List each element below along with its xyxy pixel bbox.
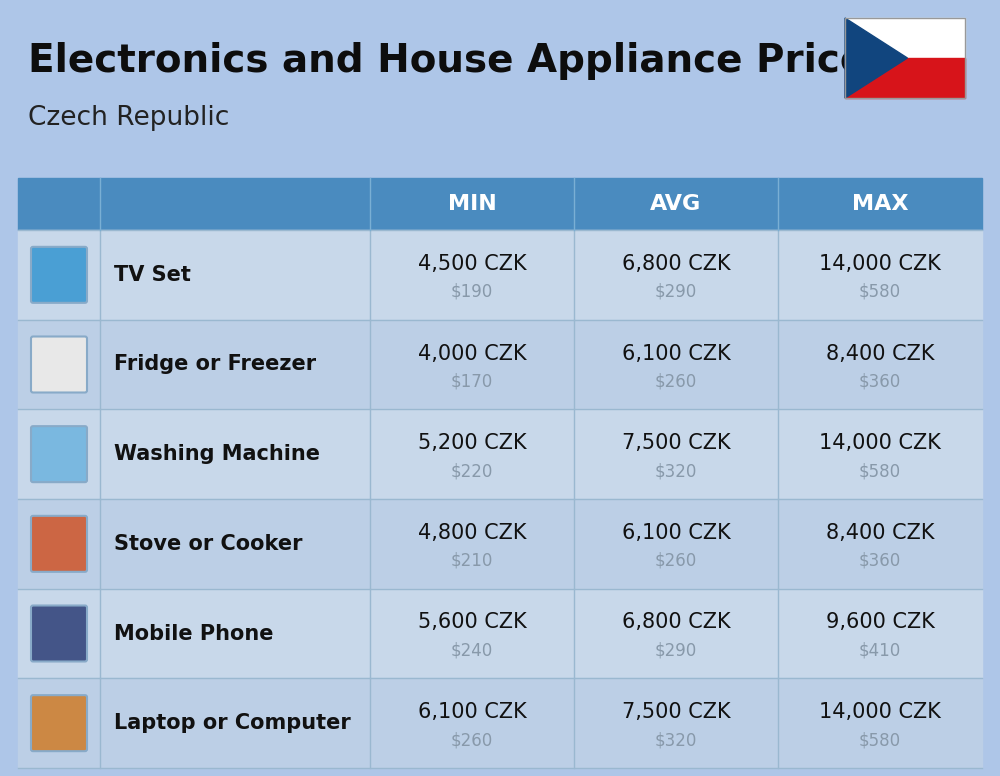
Text: TV Set: TV Set [114,265,191,285]
Text: Czech Republic: Czech Republic [28,105,229,131]
Text: 6,100 CZK: 6,100 CZK [622,344,730,363]
Text: MIN: MIN [448,194,496,214]
Bar [845,58,965,98]
Text: 6,100 CZK: 6,100 CZK [622,523,730,543]
Text: 4,800 CZK: 4,800 CZK [418,523,526,543]
Text: 4,500 CZK: 4,500 CZK [418,254,526,274]
Text: $240: $240 [451,642,493,660]
Bar [18,409,982,499]
Text: $290: $290 [655,282,697,301]
Bar [18,499,982,589]
Text: $260: $260 [655,372,697,390]
Text: 6,800 CZK: 6,800 CZK [622,612,730,632]
FancyBboxPatch shape [31,605,87,661]
Text: $360: $360 [859,552,901,570]
Text: 6,100 CZK: 6,100 CZK [418,702,526,722]
Text: 14,000 CZK: 14,000 CZK [819,254,941,274]
Text: Stove or Cooker: Stove or Cooker [114,534,302,554]
Text: Fridge or Freezer: Fridge or Freezer [114,355,316,375]
Text: $410: $410 [859,642,901,660]
Text: Electronics and House Appliance Prices: Electronics and House Appliance Prices [28,42,889,80]
FancyBboxPatch shape [31,247,87,303]
Text: $580: $580 [859,282,901,301]
Bar [18,230,982,320]
Text: 5,200 CZK: 5,200 CZK [418,433,526,453]
FancyBboxPatch shape [31,695,87,751]
Text: $360: $360 [859,372,901,390]
Text: 7,500 CZK: 7,500 CZK [622,433,730,453]
Text: MAX: MAX [852,194,908,214]
Text: 9,600 CZK: 9,600 CZK [826,612,934,632]
Text: 5,600 CZK: 5,600 CZK [418,612,526,632]
Text: $260: $260 [451,731,493,749]
Text: $290: $290 [655,642,697,660]
Text: 7,500 CZK: 7,500 CZK [622,702,730,722]
Text: Mobile Phone: Mobile Phone [114,623,274,643]
Text: $170: $170 [451,372,493,390]
Bar [18,678,982,768]
Bar [18,589,982,678]
Bar [845,18,965,98]
Text: 8,400 CZK: 8,400 CZK [826,523,934,543]
Text: $580: $580 [859,462,901,480]
Text: $320: $320 [655,731,697,749]
Text: 14,000 CZK: 14,000 CZK [819,433,941,453]
Text: $220: $220 [451,462,493,480]
Text: 4,000 CZK: 4,000 CZK [418,344,526,363]
Text: $210: $210 [451,552,493,570]
Text: Laptop or Computer: Laptop or Computer [114,713,351,733]
Bar [18,178,982,230]
Text: $260: $260 [655,552,697,570]
Bar [845,18,965,58]
Text: $580: $580 [859,731,901,749]
Text: $320: $320 [655,462,697,480]
Text: 8,400 CZK: 8,400 CZK [826,344,934,363]
Text: $190: $190 [451,282,493,301]
Bar [18,320,982,409]
FancyBboxPatch shape [31,516,87,572]
FancyBboxPatch shape [31,426,87,482]
Text: AVG: AVG [650,194,702,214]
Text: 14,000 CZK: 14,000 CZK [819,702,941,722]
Polygon shape [845,18,907,98]
FancyBboxPatch shape [31,337,87,393]
Text: Washing Machine: Washing Machine [114,444,320,464]
Text: 6,800 CZK: 6,800 CZK [622,254,730,274]
